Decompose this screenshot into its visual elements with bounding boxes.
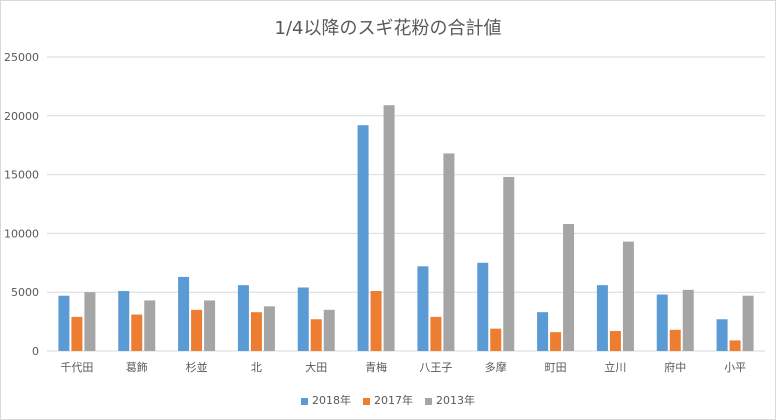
x-tick-label: 八王子: [419, 361, 452, 374]
bar-2018年: [537, 312, 549, 351]
bar-2017年: [430, 316, 442, 351]
legend-label: 2017年: [374, 394, 413, 407]
x-tick-label: 葛飾: [126, 361, 148, 374]
x-tick-label: 青梅: [365, 360, 387, 374]
y-tick-label: 15000: [4, 169, 39, 182]
bar-2013年: [682, 289, 694, 351]
legend-label: 2018年: [312, 394, 351, 407]
x-tick-label: 杉並: [186, 360, 208, 374]
bar-2018年: [237, 285, 249, 351]
bar-2017年: [550, 332, 562, 351]
bar-2017年: [191, 309, 203, 351]
bar-2018年: [716, 319, 728, 351]
legend-item: 2017年: [363, 392, 413, 408]
x-tick-label: 府中: [664, 360, 686, 374]
bar-2017年: [729, 340, 741, 351]
legend-swatch: [425, 397, 432, 405]
bar-2018年: [417, 266, 429, 351]
legend-label: 2013年: [436, 394, 475, 407]
bar-2013年: [443, 153, 455, 351]
bar-2017年: [310, 319, 322, 351]
bar-2018年: [118, 291, 130, 351]
bar-2017年: [71, 316, 83, 351]
bar-2013年: [622, 241, 634, 351]
bar-2017年: [490, 328, 502, 351]
x-tick-label: 北: [251, 361, 262, 374]
bar-2013年: [563, 223, 575, 351]
x-tick-label: 千代田: [60, 361, 93, 374]
bar-2017年: [131, 314, 143, 351]
bar-2018年: [297, 287, 309, 351]
legend: 2018年 2017年 2013年: [0, 392, 776, 408]
bar-2013年: [263, 306, 275, 351]
bar-2013年: [503, 176, 515, 351]
bar-2017年: [669, 329, 681, 351]
bar-2017年: [250, 312, 262, 351]
bar-2013年: [742, 295, 754, 351]
bar-2017年: [609, 331, 621, 351]
bar-2018年: [357, 125, 369, 351]
legend-item: 2013年: [425, 392, 475, 408]
legend-item: 2018年: [301, 392, 351, 408]
x-tick-label: 町田: [545, 361, 567, 374]
bar-2018年: [596, 285, 608, 351]
x-tick-label: 立川: [604, 360, 626, 374]
bar-2018年: [58, 295, 70, 351]
x-tick-label: 小平: [724, 361, 746, 374]
legend-swatch: [301, 397, 308, 405]
bar-2013年: [204, 300, 216, 351]
y-tick-label: 0: [32, 345, 39, 358]
chart-title: 1/4以降のスギ花粉の合計値: [274, 18, 502, 39]
y-tick-label: 20000: [4, 110, 39, 123]
bar-2017年: [370, 291, 382, 351]
x-tick-label: 大田: [305, 360, 327, 374]
bar-2013年: [323, 309, 335, 351]
bar-2013年: [383, 105, 395, 351]
y-tick-label: 10000: [4, 227, 39, 240]
legend-swatch: [363, 397, 370, 405]
y-tick-label: 25000: [4, 51, 39, 64]
y-tick-label: 5000: [11, 286, 39, 299]
bar-2013年: [144, 300, 156, 351]
bar-2018年: [178, 276, 190, 351]
bar-2018年: [477, 262, 489, 351]
bar-2018年: [656, 294, 668, 351]
bar-2013年: [84, 292, 96, 351]
x-tick-label: 多摩: [485, 360, 507, 374]
